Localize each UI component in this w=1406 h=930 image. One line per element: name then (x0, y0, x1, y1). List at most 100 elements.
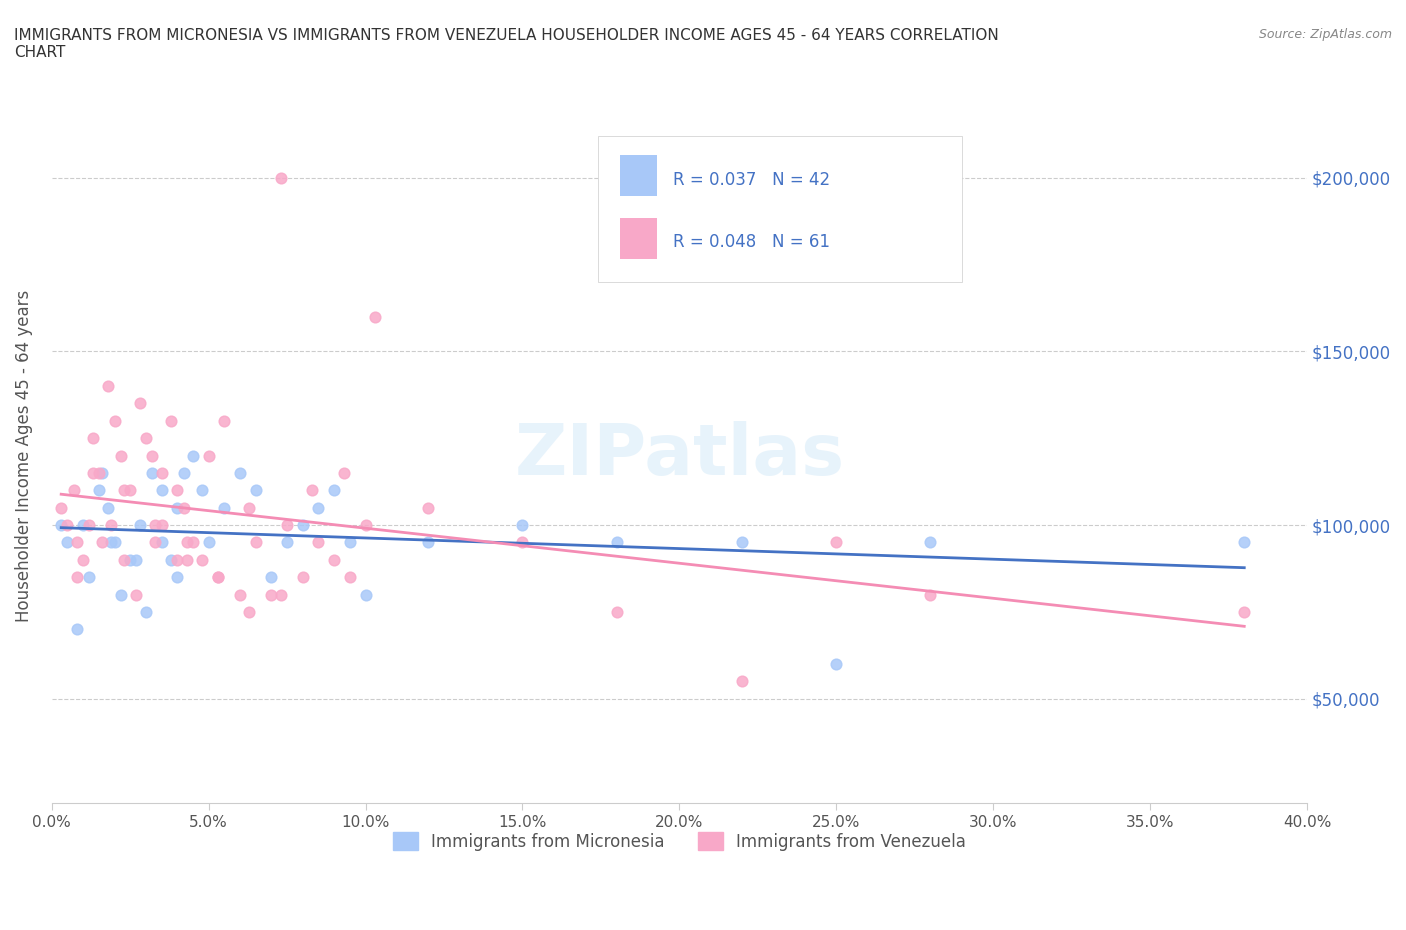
Point (308, 535, 330, 550)
Point (512, 518, 534, 533)
Point (120, 483, 142, 498)
Text: R = 0.048   N = 61: R = 0.048 N = 61 (673, 233, 830, 251)
Point (339, 570, 361, 585)
Point (150, 518, 173, 533)
Point (229, 587, 252, 602)
Y-axis label: Householder Income Ages 45 - 64 years: Householder Income Ages 45 - 64 years (15, 289, 32, 621)
Text: IMMIGRANTS FROM MICRONESIA VS IMMIGRANTS FROM VENEZUELA HOUSEHOLDER INCOME AGES : IMMIGRANTS FROM MICRONESIA VS IMMIGRANTS… (14, 28, 998, 60)
Point (245, 483, 267, 498)
Point (323, 483, 346, 498)
Point (166, 500, 188, 515)
Point (166, 570, 188, 585)
Point (354, 587, 377, 602)
Point (66, 622, 89, 637)
Point (72, 552, 94, 567)
Point (181, 448, 204, 463)
Point (291, 518, 314, 533)
FancyBboxPatch shape (620, 155, 657, 196)
Point (364, 309, 387, 324)
Point (166, 483, 188, 498)
Point (103, 413, 125, 428)
Point (1233, 535, 1256, 550)
Point (97, 500, 120, 515)
Point (214, 500, 236, 515)
Legend: Immigrants from Micronesia, Immigrants from Venezuela: Immigrants from Micronesia, Immigrants f… (387, 826, 973, 857)
Point (160, 413, 183, 428)
Point (62, 483, 84, 498)
Point (825, 657, 848, 671)
Point (197, 535, 219, 550)
Text: ZIPatlas: ZIPatlas (515, 421, 845, 490)
Point (150, 535, 173, 550)
Point (276, 535, 298, 550)
Point (191, 483, 214, 498)
Point (229, 466, 252, 481)
FancyBboxPatch shape (620, 218, 657, 259)
Point (214, 413, 236, 428)
Point (238, 500, 260, 515)
Point (135, 604, 157, 619)
Point (238, 604, 260, 619)
Point (51, 518, 73, 533)
Point (143, 518, 166, 533)
Point (125, 587, 148, 602)
Point (245, 535, 267, 550)
Point (103, 535, 125, 550)
Point (100, 518, 122, 533)
Point (125, 552, 148, 567)
FancyBboxPatch shape (598, 136, 962, 282)
Point (66, 535, 89, 550)
Point (82, 466, 104, 481)
Point (87, 483, 110, 498)
Point (181, 535, 204, 550)
Point (825, 535, 848, 550)
Point (606, 535, 628, 550)
Point (100, 535, 122, 550)
Point (339, 535, 361, 550)
Point (56, 535, 79, 550)
Point (191, 552, 214, 567)
Point (128, 396, 150, 411)
Point (606, 604, 628, 619)
Point (110, 587, 132, 602)
Point (418, 500, 440, 515)
Point (87, 466, 110, 481)
Point (51, 500, 73, 515)
Point (176, 535, 198, 550)
Point (91, 535, 114, 550)
Point (173, 466, 195, 481)
Point (110, 448, 132, 463)
Point (56, 518, 79, 533)
Point (135, 431, 157, 445)
Point (207, 570, 229, 585)
Point (270, 170, 292, 185)
Point (160, 552, 183, 567)
Text: Source: ZipAtlas.com: Source: ZipAtlas.com (1258, 28, 1392, 41)
Point (260, 587, 283, 602)
Point (207, 570, 229, 585)
Point (323, 552, 346, 567)
Point (143, 535, 166, 550)
Point (270, 587, 292, 602)
Point (512, 535, 534, 550)
Point (173, 500, 195, 515)
Point (82, 431, 104, 445)
Point (197, 448, 219, 463)
Point (150, 466, 173, 481)
Point (418, 535, 440, 550)
Point (97, 379, 120, 393)
Point (176, 552, 198, 567)
Point (79, 518, 101, 533)
Point (141, 466, 163, 481)
Point (332, 466, 354, 481)
Point (354, 518, 377, 533)
Point (150, 483, 173, 498)
Point (141, 448, 163, 463)
Point (72, 518, 94, 533)
Point (731, 535, 754, 550)
Point (166, 552, 188, 567)
Point (308, 500, 330, 515)
Point (112, 552, 135, 567)
Point (66, 570, 89, 585)
Point (276, 518, 298, 533)
